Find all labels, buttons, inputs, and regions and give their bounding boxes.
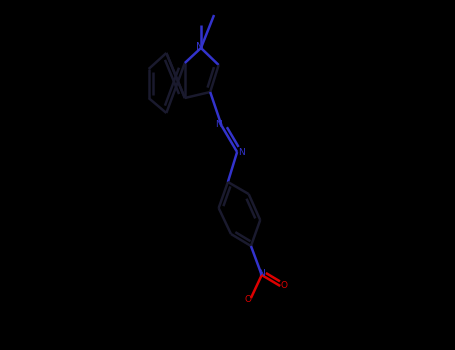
Text: O: O bbox=[245, 295, 252, 303]
Text: N: N bbox=[238, 148, 245, 157]
Text: O: O bbox=[280, 281, 287, 290]
Text: N: N bbox=[216, 120, 222, 130]
Text: N: N bbox=[196, 42, 203, 52]
Text: N: N bbox=[258, 270, 265, 279]
